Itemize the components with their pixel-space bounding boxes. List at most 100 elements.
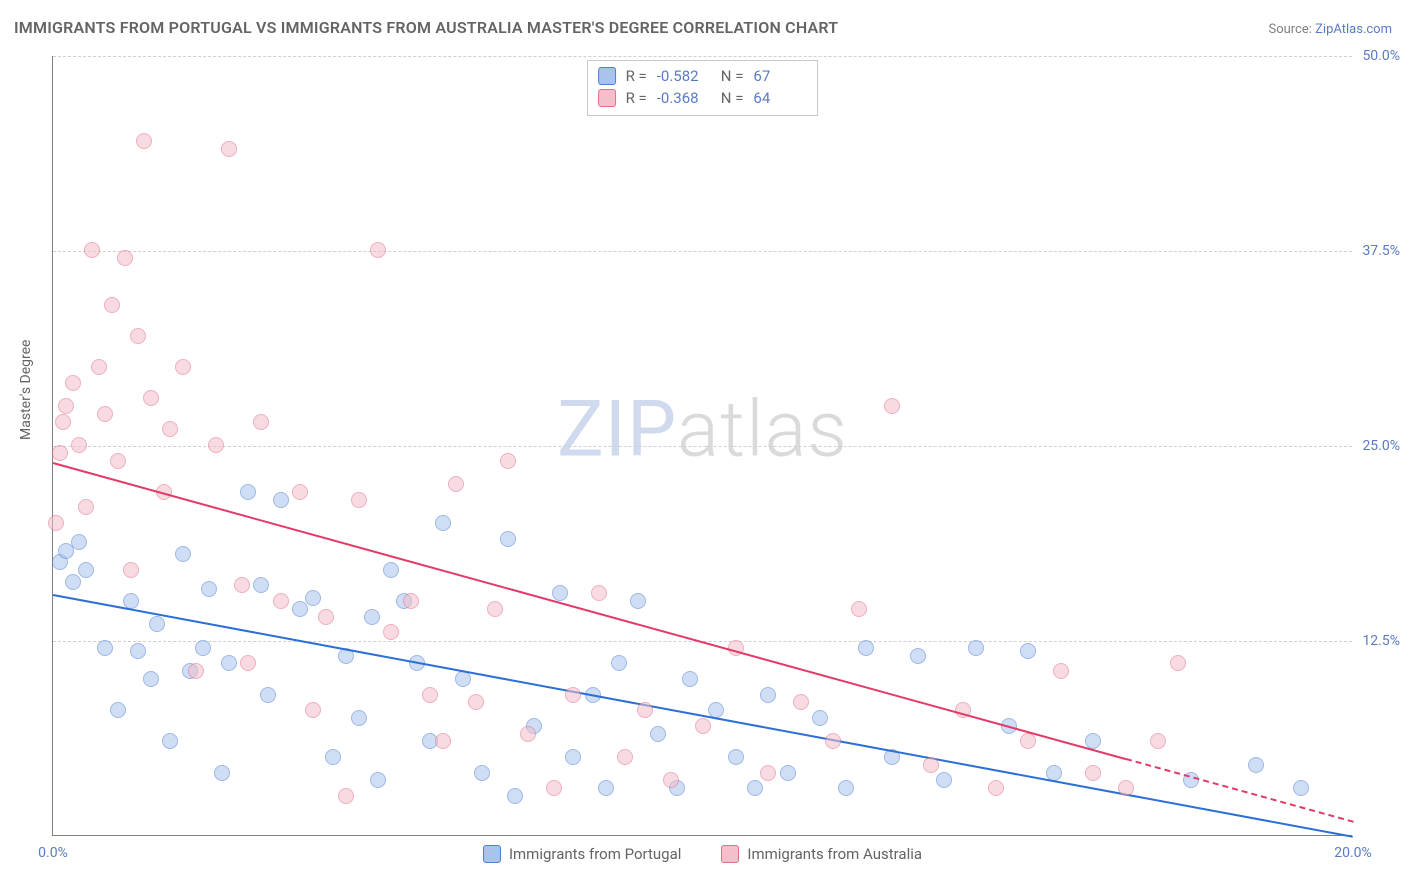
scatter-point-australia [48, 515, 64, 531]
correlation-stats-box: R = -0.582 N = 67 R = -0.368 N = 64 [587, 60, 819, 116]
scatter-point-portugal [175, 546, 191, 562]
r-value-series-1: -0.582 [657, 67, 711, 85]
scatter-point-australia [253, 414, 269, 430]
scatter-point-portugal [260, 687, 276, 703]
scatter-point-australia [351, 492, 367, 508]
chart-title: IMMIGRANTS FROM PORTUGAL VS IMMIGRANTS F… [14, 18, 838, 37]
scatter-point-portugal [1248, 757, 1264, 773]
scatter-point-australia [143, 390, 159, 406]
scatter-point-portugal [201, 581, 217, 597]
trend-line-australia [1125, 758, 1353, 823]
stats-row-series-1: R = -0.582 N = 67 [598, 65, 808, 87]
stats-row-series-2: R = -0.368 N = 64 [598, 87, 808, 109]
scatter-point-portugal [838, 780, 854, 796]
swatch-series-2 [598, 89, 616, 107]
scatter-point-portugal [292, 601, 308, 617]
scatter-point-portugal [130, 643, 146, 659]
scatter-point-portugal [71, 534, 87, 550]
gridline [53, 446, 1352, 447]
scatter-point-portugal [383, 562, 399, 578]
scatter-point-australia [97, 406, 113, 422]
scatter-point-portugal [507, 788, 523, 804]
y-axis-label: Master's Degree [18, 340, 34, 440]
scatter-point-australia [695, 718, 711, 734]
n-value-series-1: 67 [753, 67, 807, 85]
scatter-point-australia [117, 250, 133, 266]
scatter-point-portugal [552, 585, 568, 601]
scatter-point-australia [52, 445, 68, 461]
scatter-point-portugal [214, 765, 230, 781]
n-label: N = [721, 89, 744, 107]
scatter-point-portugal [97, 640, 113, 656]
scatter-point-australia [1170, 655, 1186, 671]
trend-line-australia [53, 462, 1126, 760]
scatter-point-australia [338, 788, 354, 804]
scatter-point-australia [1020, 733, 1036, 749]
scatter-point-portugal [364, 609, 380, 625]
scatter-point-portugal [910, 648, 926, 664]
scatter-point-australia [188, 663, 204, 679]
watermark: ZIPatlas [557, 384, 848, 475]
scatter-point-portugal [78, 562, 94, 578]
scatter-plot: ZIPatlas R = -0.582 N = 67 R = -0.368 N … [52, 56, 1352, 836]
scatter-point-australia [130, 328, 146, 344]
r-label: R = [626, 89, 647, 107]
scatter-point-australia [448, 476, 464, 492]
scatter-point-portugal [1293, 780, 1309, 796]
scatter-point-portugal [760, 687, 776, 703]
scatter-point-australia [884, 398, 900, 414]
scatter-point-portugal [162, 733, 178, 749]
scatter-point-australia [500, 453, 516, 469]
scatter-point-portugal [500, 531, 516, 547]
gridline [53, 56, 1352, 57]
source-link[interactable]: ZipAtlas.com [1315, 22, 1392, 37]
scatter-point-portugal [325, 749, 341, 765]
r-label: R = [626, 67, 647, 85]
scatter-point-australia [825, 733, 841, 749]
scatter-point-australia [71, 437, 87, 453]
scatter-point-australia [403, 593, 419, 609]
scatter-point-australia [273, 593, 289, 609]
scatter-point-australia [104, 297, 120, 313]
scatter-point-portugal [565, 749, 581, 765]
scatter-point-australia [988, 780, 1004, 796]
scatter-point-australia [58, 398, 74, 414]
scatter-point-australia [240, 655, 256, 671]
scatter-point-portugal [149, 616, 165, 632]
scatter-point-portugal [351, 710, 367, 726]
n-label: N = [721, 67, 744, 85]
scatter-point-portugal [728, 749, 744, 765]
scatter-point-portugal [474, 765, 490, 781]
scatter-point-australia [84, 242, 100, 258]
scatter-point-australia [123, 562, 139, 578]
scatter-point-australia [91, 359, 107, 375]
scatter-point-australia [923, 757, 939, 773]
scatter-point-portugal [65, 574, 81, 590]
scatter-point-portugal [812, 710, 828, 726]
swatch-series-1 [598, 67, 616, 85]
scatter-point-australia [617, 749, 633, 765]
scatter-point-australia [637, 702, 653, 718]
gridline [53, 251, 1352, 252]
r-value-series-2: -0.368 [657, 89, 711, 107]
scatter-point-portugal [598, 780, 614, 796]
scatter-point-australia [487, 601, 503, 617]
scatter-point-portugal [273, 492, 289, 508]
scatter-point-australia [1150, 733, 1166, 749]
scatter-point-australia [65, 375, 81, 391]
scatter-point-portugal [780, 765, 796, 781]
scatter-point-portugal [221, 655, 237, 671]
y-tick-label: 37.5% [1354, 243, 1400, 259]
scatter-point-australia [760, 765, 776, 781]
scatter-point-australia [468, 694, 484, 710]
scatter-point-australia [175, 359, 191, 375]
legend-swatch-2 [721, 845, 739, 863]
scatter-point-australia [305, 702, 321, 718]
scatter-point-portugal [195, 640, 211, 656]
scatter-point-portugal [435, 515, 451, 531]
scatter-point-australia [208, 437, 224, 453]
scatter-point-portugal [968, 640, 984, 656]
scatter-point-australia [370, 242, 386, 258]
scatter-point-portugal [143, 671, 159, 687]
legend-label-1: Immigrants from Portugal [509, 845, 681, 863]
